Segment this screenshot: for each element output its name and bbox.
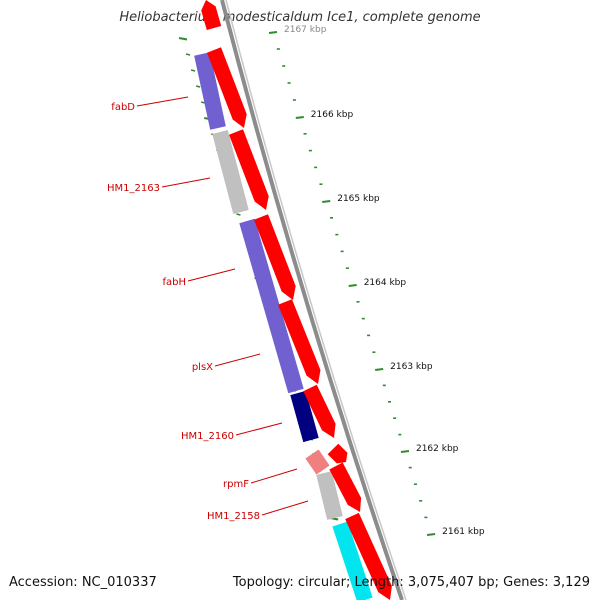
gene-label: plsX — [192, 362, 213, 373]
gene-label: HM1_2163 — [107, 183, 160, 194]
backbone-shadow — [225, 0, 407, 600]
labels: 2167 kbp 2166 kbp 2165 kbp 2164 kbp 2163 kbp… — [107, 25, 485, 537]
inner-tick — [195, 85, 201, 88]
gene-segment-HM1_2163 — [212, 129, 249, 215]
gene-label: HM1_2158 — [207, 511, 260, 522]
orf-arrow — [345, 512, 392, 600]
gene-leader-line — [214, 353, 261, 367]
kbp-label: 2167 kbp — [284, 25, 327, 35]
orf-arrow — [278, 299, 321, 384]
inner-tick — [178, 37, 188, 41]
gene-leader-line — [250, 468, 298, 484]
gene-segment-HM1_2160 — [290, 390, 319, 443]
kbp-tick — [348, 284, 357, 287]
gene-segment-next-gene — [332, 521, 373, 600]
gene-leader-line — [161, 177, 211, 188]
kbp-label: 2166 kbp — [311, 110, 354, 120]
kbp-tick — [375, 368, 384, 371]
inner-tick — [236, 213, 241, 216]
gene-label: rpmF — [223, 479, 249, 490]
kbp-tick — [322, 200, 331, 203]
gene-leader-line — [187, 268, 236, 282]
gene-leader-line — [235, 422, 283, 436]
orf-arrow — [327, 443, 348, 464]
orf-arrows — [201, 0, 392, 600]
kbp-label: 2165 kbp — [337, 194, 380, 204]
orf-arrow — [206, 47, 247, 128]
backbone-line — [220, 0, 404, 600]
kbp-label: 2164 kbp — [364, 278, 407, 288]
orf-arrow — [303, 384, 336, 438]
gene-leader-line — [136, 96, 189, 107]
gene-label: HM1_2160 — [181, 431, 234, 442]
kbp-tick — [427, 533, 436, 536]
gene-leader-line — [261, 500, 309, 516]
backbone — [220, 0, 407, 600]
inner-tick — [190, 69, 196, 72]
gene-segment-rpmF — [305, 449, 330, 475]
orf-arrow — [254, 214, 296, 300]
gene-segment-fabH-plsX — [239, 218, 304, 394]
kbp-label: 2163 kbp — [390, 362, 433, 372]
gene-segment-fabD — [194, 52, 226, 130]
orf-arrow — [329, 462, 362, 512]
gene-segment-HM1_2158 — [316, 471, 343, 520]
kbp-label: 2162 kbp — [416, 444, 459, 454]
inner-tick — [185, 53, 191, 56]
orf-arrow — [201, 0, 222, 31]
kbp-tick — [268, 31, 278, 34]
gene-label: fabD — [111, 102, 135, 113]
kbp-tick — [400, 450, 410, 453]
gene-label: fabH — [162, 277, 186, 288]
kbp-tick — [295, 116, 304, 119]
kbp-label: 2161 kbp — [442, 527, 485, 537]
features — [194, 52, 373, 600]
accession-text: Accession: NC_010337 — [9, 575, 157, 590]
orf-arrow — [228, 129, 269, 210]
genome-summary-text: Topology: circular; Length: 3,075,407 bp… — [232, 575, 590, 590]
